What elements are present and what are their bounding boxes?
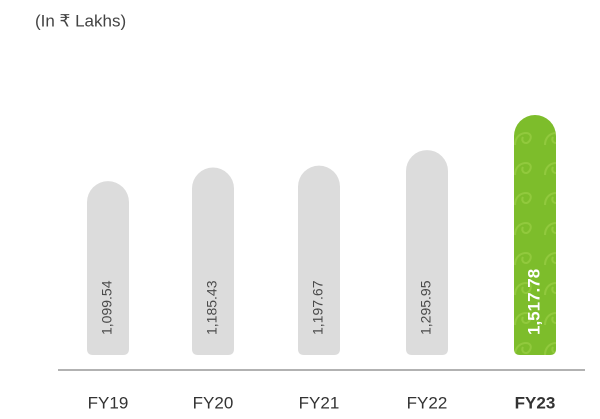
x-tick-label: FY19 (88, 393, 129, 412)
x-tick-label: FY23 (515, 393, 556, 412)
x-tick-label: FY21 (299, 393, 340, 412)
value-label: 1,099.54 (99, 280, 115, 335)
value-label: 1,197.67 (310, 280, 326, 335)
chart-subtitle: (In ₹ Lakhs) (35, 11, 126, 30)
bar (298, 165, 340, 355)
x-tick-label: FY20 (193, 393, 234, 412)
x-tick-label: FY22 (407, 393, 448, 412)
value-label: 1,295.95 (418, 280, 434, 335)
value-label: 1,185.43 (204, 280, 220, 335)
bar (406, 150, 448, 355)
bar-texture (514, 115, 556, 356)
bar (87, 181, 129, 355)
value-label: 1,517.78 (524, 269, 543, 335)
bar (192, 167, 234, 355)
